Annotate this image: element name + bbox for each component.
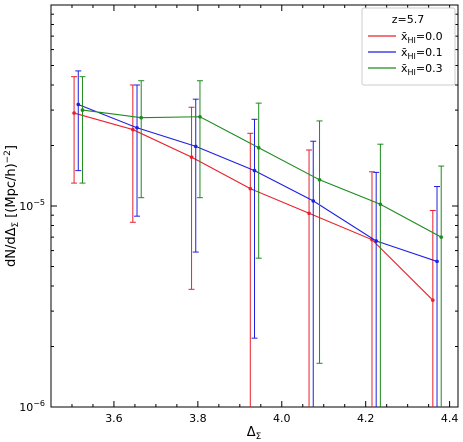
x-tick-label: 4.2: [357, 412, 375, 425]
legend-entry: x̄HI=0.0: [401, 30, 443, 45]
legend-title: z=5.7: [392, 13, 424, 26]
legend: z=5.7 x̄HI=0.0x̄HI=0.1x̄HI=0.3: [361, 7, 456, 86]
data-point: [256, 145, 261, 150]
x-axis-label: ΔΣ: [247, 425, 262, 442]
legend-box: [361, 7, 456, 86]
data-point: [80, 108, 85, 112]
x-tick-label: 4.0: [273, 412, 291, 425]
series-2: [79, 76, 445, 407]
y-tick-label: 10−5: [19, 198, 45, 213]
data-point: [307, 211, 311, 216]
axis-ticks: 3.6 3.8 4.0 4.2 4.4 10−6 10−5: [19, 5, 458, 425]
legend-entry: x̄HI=0.1: [401, 46, 443, 61]
data-point: [248, 186, 253, 191]
data-point: [193, 144, 198, 149]
series-1: [75, 70, 441, 407]
data-series: [71, 70, 445, 407]
data-point: [135, 125, 139, 130]
data-point: [189, 155, 194, 159]
x-tick-label: 3.8: [189, 412, 207, 425]
series-0: [71, 76, 436, 407]
data-point: [139, 115, 144, 120]
data-point: [131, 127, 135, 132]
data-point: [374, 239, 378, 243]
data-point: [435, 259, 439, 264]
data-point: [317, 178, 322, 182]
data-point: [252, 168, 257, 173]
series-line: [73, 112, 434, 301]
legend-entry: x̄HI=0.3: [401, 62, 443, 77]
data-point: [311, 199, 316, 203]
data-point: [378, 202, 383, 207]
x-tick-label: 3.6: [105, 412, 123, 425]
data-point: [72, 111, 76, 115]
y-tick-label: 10−6: [19, 399, 45, 414]
data-point: [439, 235, 444, 239]
data-point: [198, 114, 202, 119]
x-tick-label: 4.4: [441, 412, 459, 425]
data-point: [76, 102, 81, 107]
y-axis-label: dN/dΔΣ[(Mpc/h)−2]: [3, 145, 21, 267]
data-point: [431, 298, 435, 302]
